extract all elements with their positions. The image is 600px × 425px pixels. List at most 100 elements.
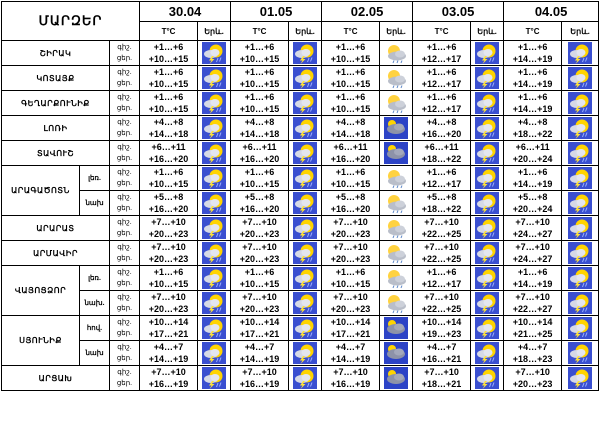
thunderstorm-icon — [563, 92, 598, 114]
partly-cloudy-rain-icon — [381, 42, 412, 64]
night-temperature: +1…+6 — [517, 267, 548, 277]
night-temperature: +5…+8 — [335, 192, 366, 202]
day-temperature: +20…+23 — [239, 254, 280, 264]
day-temperature: +14…+19 — [330, 354, 371, 364]
weather-icon-cell — [288, 265, 323, 291]
day-temperature: +12…+17 — [421, 179, 462, 189]
day-temperature: +20…+23 — [512, 379, 553, 389]
temperature-range: +1…+6 +10…+15 — [139, 265, 199, 291]
temperature-range: +7…+10 +20…+23 — [139, 290, 199, 316]
night-temperature: +1…+6 — [244, 92, 275, 102]
region-name: ՍՅՈՒՆԻՔ — [1, 315, 80, 366]
day-label: ցեր. — [116, 355, 133, 362]
weather-icon-cell — [379, 65, 414, 91]
day-temperature: +22…+27 — [512, 304, 553, 314]
weather-icon-cell — [288, 90, 323, 116]
weather-icon-cell — [288, 315, 323, 341]
day-temperature: +10…+15 — [330, 279, 371, 289]
night-temperature: +7…+10 — [424, 367, 459, 377]
day-temperature: +10…+15 — [148, 54, 189, 64]
night-temperature: +5…+8 — [244, 192, 275, 202]
sub-zone-label: լեռ. — [79, 165, 110, 191]
temperature-range: +1…+6 +10…+15 — [139, 40, 199, 66]
day-temperature: +10…+15 — [239, 179, 280, 189]
night-label: գիշ. — [117, 119, 132, 126]
day-temperature: +20…+23 — [239, 304, 280, 314]
night-temperature: +6…+11 — [242, 142, 277, 152]
weather-column-header: Երև. — [379, 21, 414, 41]
day-temperature: +16…+20 — [148, 154, 189, 164]
day-temperature: +19…+23 — [421, 329, 462, 339]
night-temperature: +7…+10 — [151, 242, 186, 252]
day-temperature: +16…+20 — [330, 154, 371, 164]
thunderstorm-icon — [199, 267, 230, 289]
weather-icon-cell — [197, 240, 232, 266]
temperature-range: +1…+6 +12…+17 — [412, 265, 472, 291]
night-label: գիշ. — [117, 244, 132, 251]
night-temperature: +1…+6 — [335, 167, 366, 177]
day-temperature: +20…+23 — [330, 254, 371, 264]
temperature-range: +1…+6 +10…+15 — [139, 90, 199, 116]
day-temperature: +16…+20 — [239, 204, 280, 214]
weather-icon-cell — [197, 190, 232, 216]
night-temperature: +6…+11 — [333, 142, 368, 152]
partly-cloudy-rain-icon — [381, 267, 412, 289]
day-temperature: +17…+21 — [239, 329, 280, 339]
night-temperature: +1…+6 — [335, 67, 366, 77]
temp-column-header: T°C — [412, 21, 472, 41]
partly-cloudy-rain-icon — [381, 192, 412, 214]
date-header: 30.04 — [139, 1, 232, 22]
day-temperature: +14…+18 — [239, 129, 280, 139]
weather-icon-cell — [379, 90, 414, 116]
weather-icon-cell — [470, 90, 505, 116]
temperature-range: +6…+11 +16…+20 — [139, 140, 199, 166]
day-label: ցեր. — [116, 380, 133, 387]
temperature-range: +5…+8 +20…+24 — [503, 190, 563, 216]
day-temperature: +10…+15 — [239, 279, 280, 289]
temperature-range: +7…+10 +20…+23 — [503, 365, 563, 391]
region-name: ՎԱՅՈՑՁՈՐ — [1, 265, 80, 316]
weather-icon-cell — [561, 190, 600, 216]
weather-icon-cell — [288, 290, 323, 316]
temperature-range: +7…+10 +22…+27 — [503, 290, 563, 316]
night-temperature: +7…+10 — [151, 292, 186, 302]
night-temperature: +7…+10 — [333, 367, 368, 377]
sub-zone-label: նախ. — [79, 290, 110, 316]
temperature-range: +7…+10 +16…+19 — [321, 365, 381, 391]
thunderstorm-icon — [199, 292, 230, 314]
temp-column-header: T°C — [139, 21, 199, 41]
thunderstorm-icon — [563, 367, 598, 389]
temperature-range: +1…+6 +10…+15 — [321, 90, 381, 116]
day-temperature: +18…+22 — [421, 154, 462, 164]
day-temperature: +10…+15 — [148, 279, 189, 289]
night-temperature: +1…+6 — [335, 42, 366, 52]
temperature-range: +7…+10 +20…+23 — [139, 240, 199, 266]
weather-icon-cell — [561, 290, 600, 316]
night-temperature: +7…+10 — [515, 217, 550, 227]
day-temperature: +10…+15 — [239, 104, 280, 114]
day-label: ցեր. — [116, 55, 133, 62]
weather-column-header: Երև. — [470, 21, 505, 41]
partly-cloudy-rain-icon — [381, 92, 412, 114]
day-temperature: +10…+15 — [239, 54, 280, 64]
thunderstorm-icon — [199, 242, 230, 264]
temperature-range: +1…+6 +10…+15 — [230, 265, 290, 291]
night-temperature: +1…+6 — [426, 67, 457, 77]
cloudy-icon — [381, 342, 412, 364]
thunderstorm-icon — [472, 167, 503, 189]
night-temperature: +10…+14 — [330, 317, 371, 327]
temp-column-header: T°C — [503, 21, 563, 41]
weather-icon-cell — [379, 340, 414, 366]
weather-icon-cell — [197, 140, 232, 166]
weather-icon-cell — [470, 315, 505, 341]
weather-icon-cell — [379, 215, 414, 241]
day-temperature: +14…+19 — [512, 279, 553, 289]
temperature-range: +1…+6 +10…+15 — [230, 165, 290, 191]
temperature-range: +6…+11 +16…+20 — [321, 140, 381, 166]
day-temperature: +14…+19 — [148, 354, 189, 364]
day-temperature: +14…+19 — [239, 354, 280, 364]
cloudy-icon — [381, 317, 412, 339]
thunderstorm-icon — [472, 92, 503, 114]
night-temperature: +5…+8 — [153, 192, 184, 202]
night-temperature: +1…+6 — [426, 92, 457, 102]
